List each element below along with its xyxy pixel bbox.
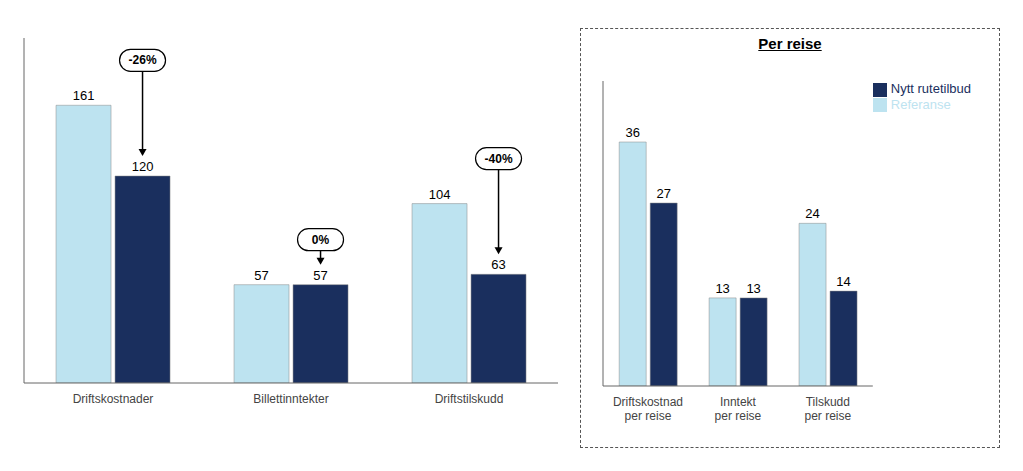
svg-text:63: 63 [491,257,505,272]
svg-text:Driftskostnader: Driftskostnader [73,392,154,406]
svg-text:161: 161 [73,88,95,103]
svg-text:-40%: -40% [485,152,513,166]
svg-text:Inntektper reise: Inntektper reise [715,395,762,423]
svg-text:-26%: -26% [129,53,157,67]
svg-text:104: 104 [429,187,451,202]
svg-text:Tilskuddper reise: Tilskuddper reise [804,395,851,423]
svg-text:27: 27 [656,186,670,201]
svg-text:36: 36 [625,125,639,140]
svg-text:13: 13 [746,281,760,296]
svg-text:Driftskostnadper reise: Driftskostnadper reise [613,395,683,423]
svg-text:120: 120 [132,159,154,174]
svg-text:57: 57 [313,268,327,283]
svg-text:13: 13 [715,281,729,296]
svg-text:57: 57 [254,268,268,283]
html-text:Referanse: Referanse [890,96,951,112]
svg-text:14: 14 [836,274,850,289]
svg-text:24: 24 [805,206,819,221]
svg-text:Driftstilskudd: Driftstilskudd [435,392,504,406]
html-text:Nytt rutetilbud: Nytt rutetilbud [890,81,971,96]
svg-text:0%: 0% [312,233,330,247]
svg-text:Billettinntekter: Billettinntekter [253,392,328,406]
html-text:Per reise: Per reise [758,35,822,52]
